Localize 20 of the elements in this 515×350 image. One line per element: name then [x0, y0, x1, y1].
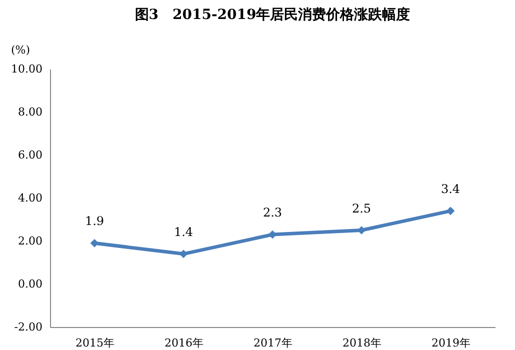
y-axis-title: (%) [10, 44, 30, 56]
y-tick-label: 0.00 [18, 278, 42, 290]
y-tick-label: 4.00 [18, 192, 42, 204]
x-tick-label: 2019年 [432, 336, 470, 350]
data-label: 3.4 [440, 182, 460, 196]
y-tick-label: 6.00 [18, 148, 42, 162]
x-tick-label: 2016年 [164, 336, 204, 350]
y-tick-label: -2.00 [14, 320, 42, 334]
point [446, 206, 455, 216]
x-tick-label: 2017年 [254, 336, 292, 350]
x-tick-label: 2015年 [76, 336, 114, 350]
data-label: 2.3 [262, 206, 282, 220]
chart-title: 图3 2015-2019年居民消费价格涨跌幅度 [134, 6, 410, 23]
y-tick-label: 10.00 [11, 62, 42, 76]
data-label: 1.9 [84, 214, 104, 228]
data-label: 2.5 [352, 201, 372, 216]
x-tick-label: 2018年 [342, 336, 382, 350]
data-label: 1.4 [174, 224, 194, 239]
y-tick-label: 8.00 [18, 106, 42, 118]
y-tick-label: 2.00 [18, 234, 42, 248]
